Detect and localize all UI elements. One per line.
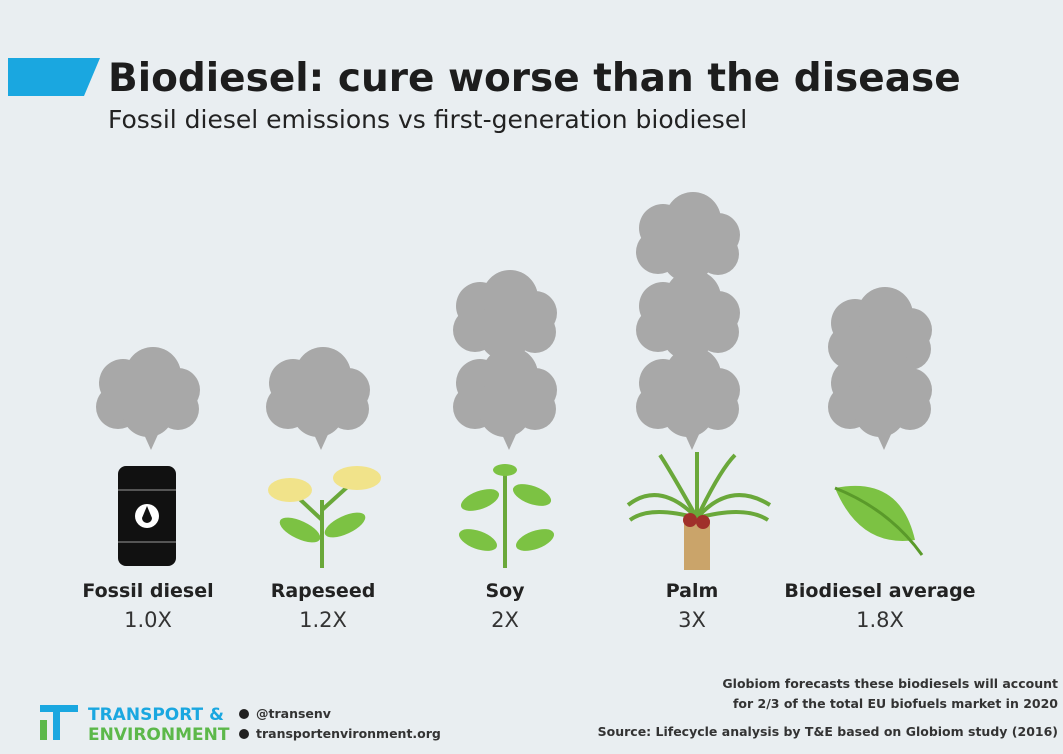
item-multiplier: 1.0X (124, 608, 172, 632)
note-line1: Globiom forecasts these biodiesels will … (722, 676, 1058, 691)
soy-icon (458, 464, 555, 568)
item-label: Biodiesel average (784, 580, 975, 602)
item-label: Palm (666, 580, 719, 602)
item-multiplier: 3X (678, 608, 706, 632)
website: transportenvironment.org (256, 726, 441, 741)
logo: TRANSPORT & ENVIRONMENT (40, 705, 230, 745)
rapeseed-icon (268, 466, 381, 568)
item-multiplier: 1.8X (856, 608, 904, 632)
item-multiplier: 2X (491, 608, 519, 632)
item-label: Soy (485, 580, 525, 602)
clouds (96, 192, 932, 450)
item-multiplier: 1.2X (299, 608, 347, 632)
source: Source: Lifecycle analysis by T&E based … (598, 724, 1058, 739)
logo-line1: TRANSPORT & (88, 705, 224, 725)
palm-icon (626, 452, 772, 570)
logo-line2: ENVIRONMENT (88, 725, 230, 745)
twitter-icon (239, 709, 249, 719)
barrel-icon (118, 466, 176, 566)
subtitle: Fossil diesel emissions vs first-generat… (108, 105, 747, 134)
web-icon (239, 729, 249, 739)
item-label: Fossil diesel (82, 580, 213, 602)
note-line2: for 2/3 of the total EU biofuels market … (733, 696, 1058, 711)
item-label: Rapeseed (271, 580, 376, 602)
twitter-handle: @transenv (256, 706, 331, 721)
leaf-icon (834, 485, 924, 556)
title: Biodiesel: cure worse than the disease (108, 56, 961, 101)
title-accent (8, 58, 100, 96)
